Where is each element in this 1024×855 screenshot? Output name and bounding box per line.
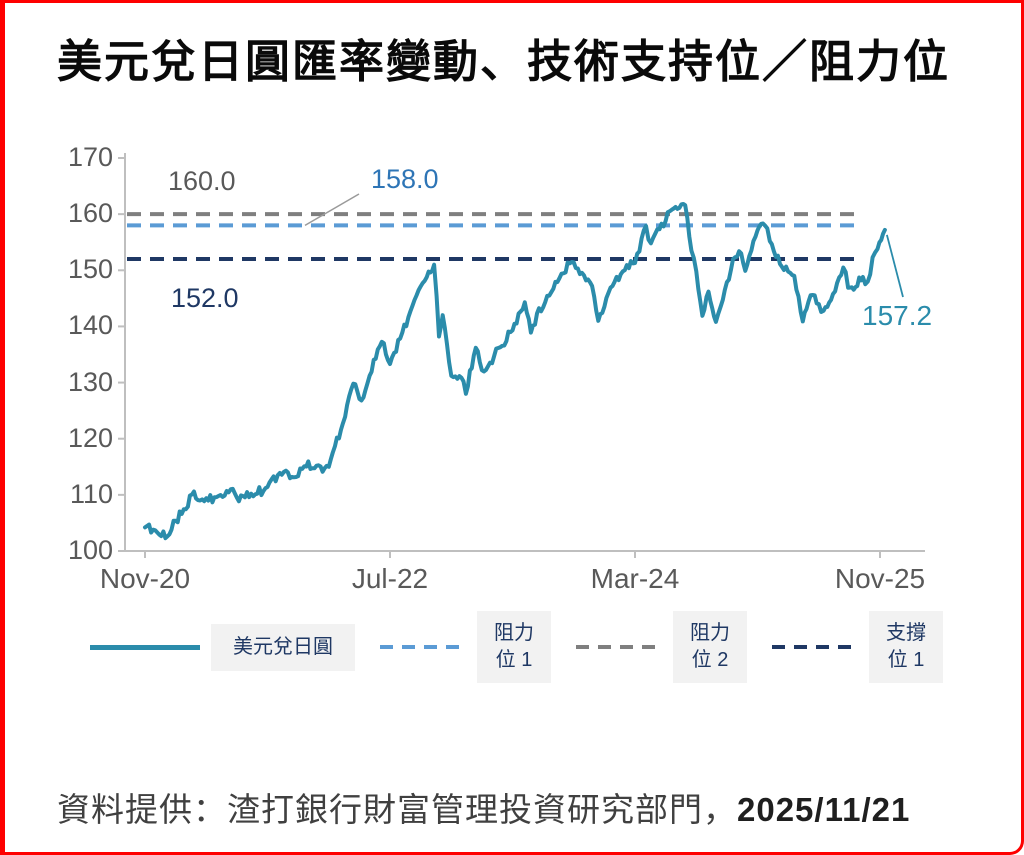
- legend-dashed-line-swatch: [576, 645, 662, 649]
- legend-solid-line-swatch: [90, 644, 200, 650]
- legend-label: 阻力位 1: [477, 611, 551, 683]
- chart-legend: 美元兌日圓 阻力位 1 阻力位 2 支撐位 1: [90, 611, 943, 683]
- legend-item-0: 美元兌日圓: [90, 623, 355, 671]
- usd-jpy-line-chart: [118, 153, 925, 558]
- last-value-connector: [886, 234, 904, 298]
- usd-jpy-series-line: [143, 202, 887, 541]
- resistance2-level-label: 160.0: [168, 166, 236, 196]
- legend-item-2: 阻力位 2: [576, 611, 747, 683]
- legend-label: 阻力位 2: [673, 611, 747, 683]
- resistance1-label-connector: [304, 193, 360, 227]
- source-note: 資料提供：渣打銀行財富管理投資研究部門，2025/11/21: [57, 783, 910, 831]
- legend-dashed-line-swatch: [772, 645, 858, 649]
- legend-label: 美元兌日圓: [211, 623, 355, 671]
- chart-title: 美元兌日圓匯率變動、技術支持位／阻力位: [57, 37, 951, 87]
- last-value-label: 157.2: [862, 300, 933, 331]
- legend-item-1: 阻力位 1: [380, 611, 551, 683]
- legend-dashed-line-swatch: [380, 645, 466, 649]
- source-text: 資料提供：渣打銀行財富管理投資研究部門，: [57, 791, 737, 828]
- source-date: 2025/11/21: [737, 791, 911, 828]
- legend-label: 支撐位 1: [869, 611, 943, 683]
- support1-level-label: 152.0: [171, 283, 239, 313]
- resistance1-level-label: 158.0: [371, 164, 439, 194]
- legend-item-3: 支撐位 1: [772, 611, 943, 683]
